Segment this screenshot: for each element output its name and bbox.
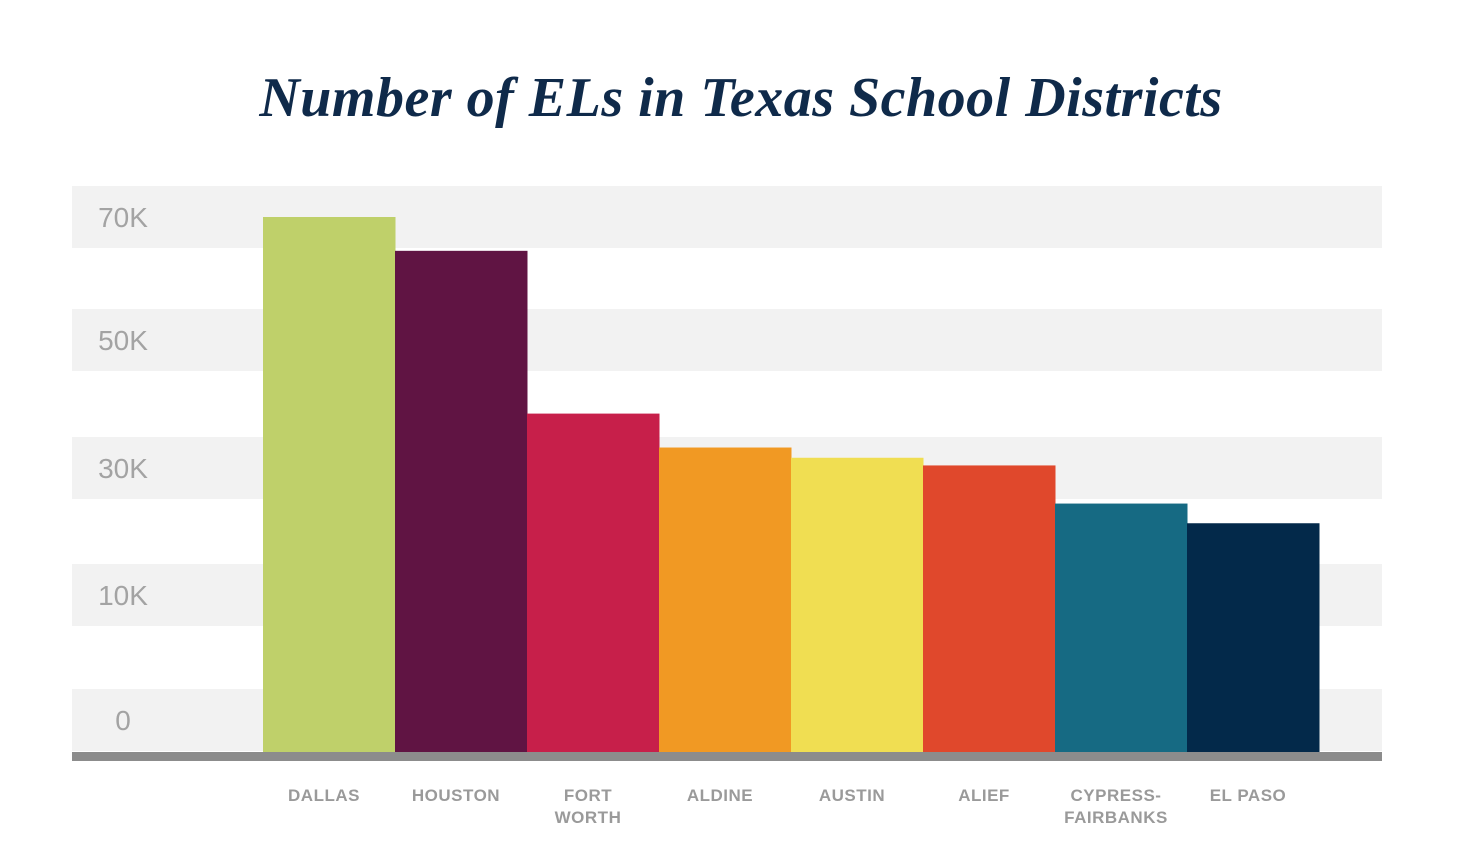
x-axis-baseline — [72, 752, 1382, 761]
y-axis-ticks: 0 10K 30K 50K 70K — [98, 202, 148, 736]
y-tick-label: 0 — [115, 705, 131, 736]
chart-title: Number of ELs in Texas School Districts — [259, 67, 1223, 129]
x-category-label: HOUSTON — [412, 786, 500, 805]
y-tick-label: 70K — [98, 202, 148, 233]
y-tick-label: 30K — [98, 453, 148, 484]
x-category-label: CYPRESS-FAIRBANKS — [1064, 786, 1168, 827]
x-category-label: FORT WORTH — [555, 786, 622, 827]
x-category-label: DALLAS — [288, 786, 360, 805]
bar — [1055, 503, 1188, 752]
bars — [263, 217, 1320, 752]
bar — [659, 447, 792, 752]
x-axis-categories: DALLAS HOUSTON FORT WORTH ALDINE AUSTIN ALIEF C… — [288, 786, 1286, 827]
x-axis — [72, 752, 1382, 761]
x-category-label: AUSTIN — [819, 786, 885, 805]
x-category-label: ALIEF — [958, 786, 1010, 805]
bar — [1187, 523, 1320, 752]
y-tick-label: 10K — [98, 580, 148, 611]
y-tick-label: 50K — [98, 325, 148, 356]
x-category-label: EL PASO — [1210, 786, 1287, 805]
bar — [263, 217, 396, 752]
bar — [791, 457, 924, 752]
bar — [527, 413, 660, 752]
bar — [923, 465, 1056, 752]
bar — [395, 250, 528, 752]
x-category-label: ALDINE — [687, 786, 753, 805]
